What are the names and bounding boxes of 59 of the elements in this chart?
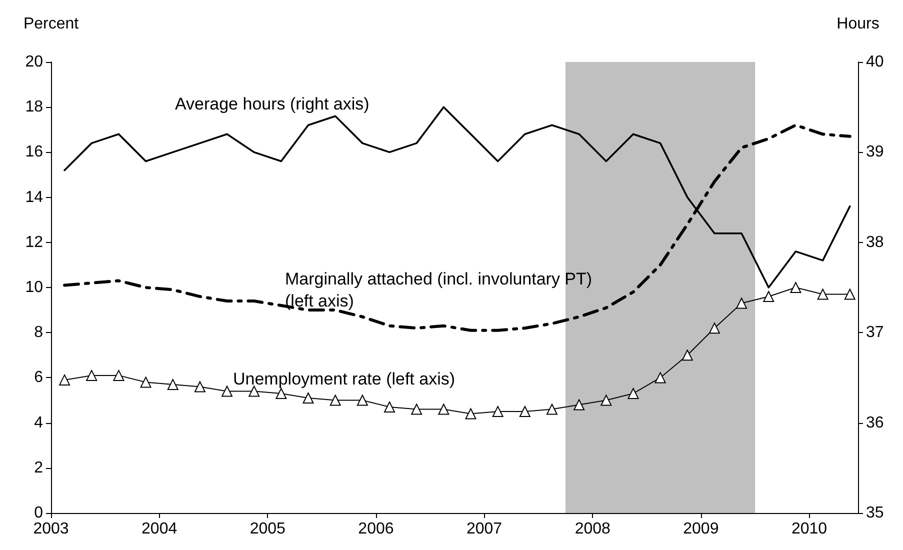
y2-tick-label: 35 [866, 504, 884, 522]
point [654, 372, 666, 384]
point [519, 406, 530, 418]
series-label: Marginally attached (incl. involuntary PT) (left axis) [285, 270, 597, 310]
y-tick-label: 20 [25, 54, 44, 70]
point [86, 370, 98, 381]
point [844, 288, 856, 300]
y-tick-label: 18 [25, 98, 44, 116]
y-tick-label: 2 [34, 459, 44, 476]
point [222, 386, 233, 397]
point [194, 381, 206, 392]
point [546, 404, 558, 415]
y-axis-title: Percent [23, 16, 80, 32]
point [763, 291, 774, 302]
point [492, 406, 504, 418]
point [817, 288, 828, 300]
y-tick-label: 8 [34, 324, 44, 342]
point [682, 350, 693, 361]
point [113, 370, 124, 381]
point [790, 282, 802, 293]
x-tick-label: 2003 [33, 520, 69, 538]
x-tick-label: 2004 [142, 520, 178, 538]
x-tick-label: 2009 [683, 520, 719, 538]
y2-tick-label: 36 [866, 414, 884, 432]
x-tick-label: 2005 [250, 520, 286, 538]
point [276, 388, 287, 399]
x-tick-label: 2010 [791, 520, 828, 538]
point [384, 402, 396, 413]
point [411, 404, 422, 415]
y-tick-label: 0 [34, 504, 44, 522]
series-label: Unemployment rate (left axis) [233, 370, 456, 388]
point [600, 394, 612, 406]
y-tick-label: 12 [25, 234, 44, 251]
y-tick-label: 4 [34, 414, 44, 432]
series-label: Average hours (right axis) [175, 94, 370, 114]
point [465, 408, 476, 420]
point [356, 394, 368, 406]
point [736, 298, 748, 309]
y-tick-label: 14 [25, 188, 44, 206]
point [708, 322, 720, 334]
y2-tick-label: 37 [866, 324, 884, 342]
y2-tick-label: 40 [866, 54, 884, 70]
y-tick-label: 6 [34, 369, 44, 386]
point [59, 374, 70, 386]
y-tick-label: 16 [25, 144, 44, 161]
y2-axis-title: Hours [836, 16, 880, 32]
point [330, 394, 341, 406]
x-tick-label: 2008 [574, 520, 611, 538]
point [574, 399, 585, 410]
x-tick-label: 2007 [466, 520, 502, 538]
point [438, 404, 450, 415]
y-tick-label: 10 [25, 279, 44, 296]
point [140, 376, 152, 388]
y2-tick-label: 39 [866, 144, 884, 161]
x-tick-label: 2006 [358, 520, 394, 538]
point [302, 392, 314, 404]
point [628, 388, 639, 399]
y2-tick-label: 38 [866, 234, 884, 251]
point [167, 378, 178, 390]
